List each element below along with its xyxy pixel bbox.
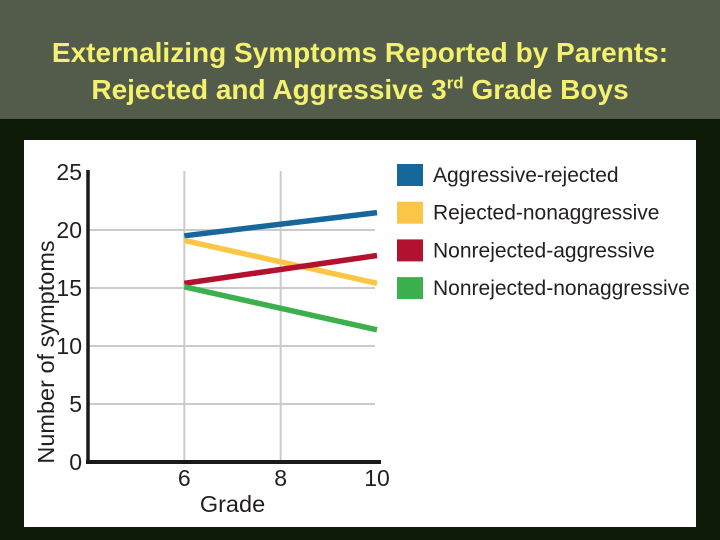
series-line-aggressive-rejected bbox=[184, 209, 378, 239]
legend-swatch bbox=[397, 239, 423, 262]
title-band: Externalizing Symptoms Reported by Paren… bbox=[0, 0, 720, 119]
y-tick-label: 20 bbox=[56, 217, 82, 243]
y-tick-label: 10 bbox=[56, 333, 82, 359]
x-tick-label: 8 bbox=[274, 465, 287, 491]
legend-label: Rejected-nonaggressive bbox=[433, 202, 659, 225]
legend-label: Nonrejected-nonaggressive bbox=[433, 277, 690, 300]
title-superscript: rd bbox=[446, 73, 464, 93]
x-axis-title: Grade bbox=[200, 491, 265, 517]
x-tick-label: 10 bbox=[364, 465, 390, 491]
legend-swatch bbox=[397, 201, 423, 224]
legend-swatch bbox=[397, 164, 423, 186]
title-line-2: Rejected and Aggressive 3rd Grade Boys bbox=[91, 73, 629, 105]
y-tick-label: 25 bbox=[56, 159, 82, 185]
y-tick-label: 0 bbox=[69, 449, 82, 475]
series-line-rejected-nonaggressive bbox=[183, 237, 378, 287]
title-line-1: Externalizing Symptoms Reported by Paren… bbox=[51, 37, 669, 68]
slide-title: Externalizing Symptoms Reported by Paren… bbox=[0, 0, 720, 108]
y-axis-title: Number of symptoms bbox=[33, 240, 59, 463]
legend-label: Aggressive-rejected bbox=[433, 164, 619, 187]
y-tick-label: 5 bbox=[69, 391, 82, 417]
y-tick-label: 15 bbox=[56, 275, 82, 301]
series-line-nonrejected-nonaggressive bbox=[183, 284, 378, 333]
chart-panel: 25 20 15 10 5 0 6 8 10 Number of symptoms Grade Agg… bbox=[24, 140, 696, 527]
legend-swatch bbox=[397, 277, 423, 300]
legend-label: Nonrejected-aggressive bbox=[433, 239, 655, 262]
x-tick-label: 6 bbox=[178, 465, 191, 491]
series-line-nonrejected-aggressive bbox=[183, 252, 378, 287]
